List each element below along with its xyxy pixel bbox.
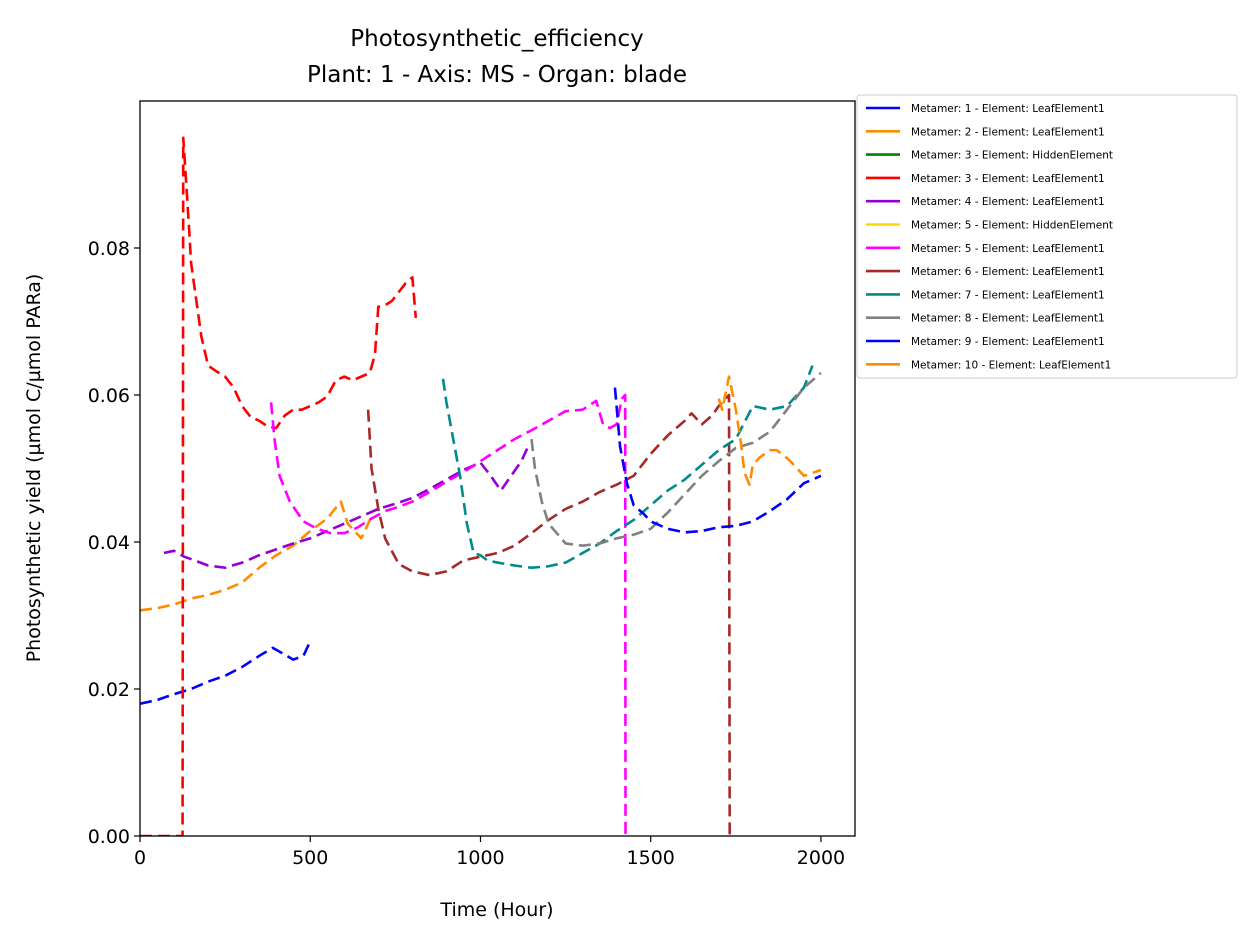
series-line-11: [613, 387, 822, 534]
legend-entry: Metamer: 6 - Element: LeafElement1: [911, 266, 1105, 278]
series-line-5: [163, 445, 530, 570]
y-tick-label: 0.04: [88, 532, 130, 554]
legend: Metamer: 1 - Element: LeafElement1 Metame…: [856, 94, 1238, 379]
x-tick-label: 2000: [797, 847, 845, 869]
series-line-1: [140, 640, 312, 705]
x-axis: 0 500 1000 1500 2000: [134, 836, 845, 869]
series-line-10: [530, 371, 822, 547]
chart-subtitle: Plant: 1 - Axis: MS - Organ: blade: [307, 62, 687, 88]
legend-entry: Metamer: 10 - Element: LeafElement1: [911, 359, 1111, 371]
legend-entry: Metamer: 7 - Element: LeafElement1: [911, 289, 1105, 301]
legend-entry: Metamer: 8 - Element: LeafElement1: [911, 313, 1105, 325]
series-line-12: [717, 375, 822, 486]
legend-frame: [856, 94, 1238, 379]
legend-entry: Metamer: 5 - Element: LeafElement1: [911, 243, 1105, 255]
chart-title: Photosynthetic_efficiency: [350, 26, 644, 52]
x-tick-label: 500: [292, 847, 328, 869]
y-tick-label: 0.02: [88, 679, 130, 701]
x-axis-label: Time (Hour): [439, 899, 553, 921]
legend-entry: Metamer: 9 - Element: LeafElement1: [911, 336, 1105, 348]
legend-entry: Metamer: 1 - Element: LeafElement1: [911, 103, 1105, 115]
y-tick-label: 0.08: [88, 238, 130, 260]
series-line-4: [140, 136, 418, 836]
x-tick-label: 1000: [456, 847, 504, 869]
legend-entry: Metamer: 5 - Element: HiddenElement: [911, 220, 1113, 232]
x-tick-label: 1500: [627, 847, 675, 869]
legend-entry: Metamer: 2 - Element: LeafElement1: [911, 126, 1105, 138]
legend-entry: Metamer: 4 - Element: LeafElement1: [911, 196, 1105, 208]
x-tick-label: 0: [134, 847, 146, 869]
plot-area: [140, 136, 822, 836]
y-axis-label: Photosynthetic yield (µmol C/µmol PARa): [23, 274, 45, 663]
y-axis: 0.00 0.02 0.04 0.06 0.08: [88, 238, 140, 848]
plot-frame: [139, 100, 856, 837]
y-tick-label: 0.06: [88, 385, 130, 407]
legend-entry: Metamer: 3 - Element: HiddenElement: [911, 150, 1113, 162]
y-tick-label: 0.00: [88, 826, 130, 848]
legend-entry: Metamer: 3 - Element: LeafElement1: [911, 173, 1105, 185]
series-line-8: [366, 393, 731, 836]
series-line-7: [269, 393, 627, 836]
series-layer: [140, 136, 822, 836]
